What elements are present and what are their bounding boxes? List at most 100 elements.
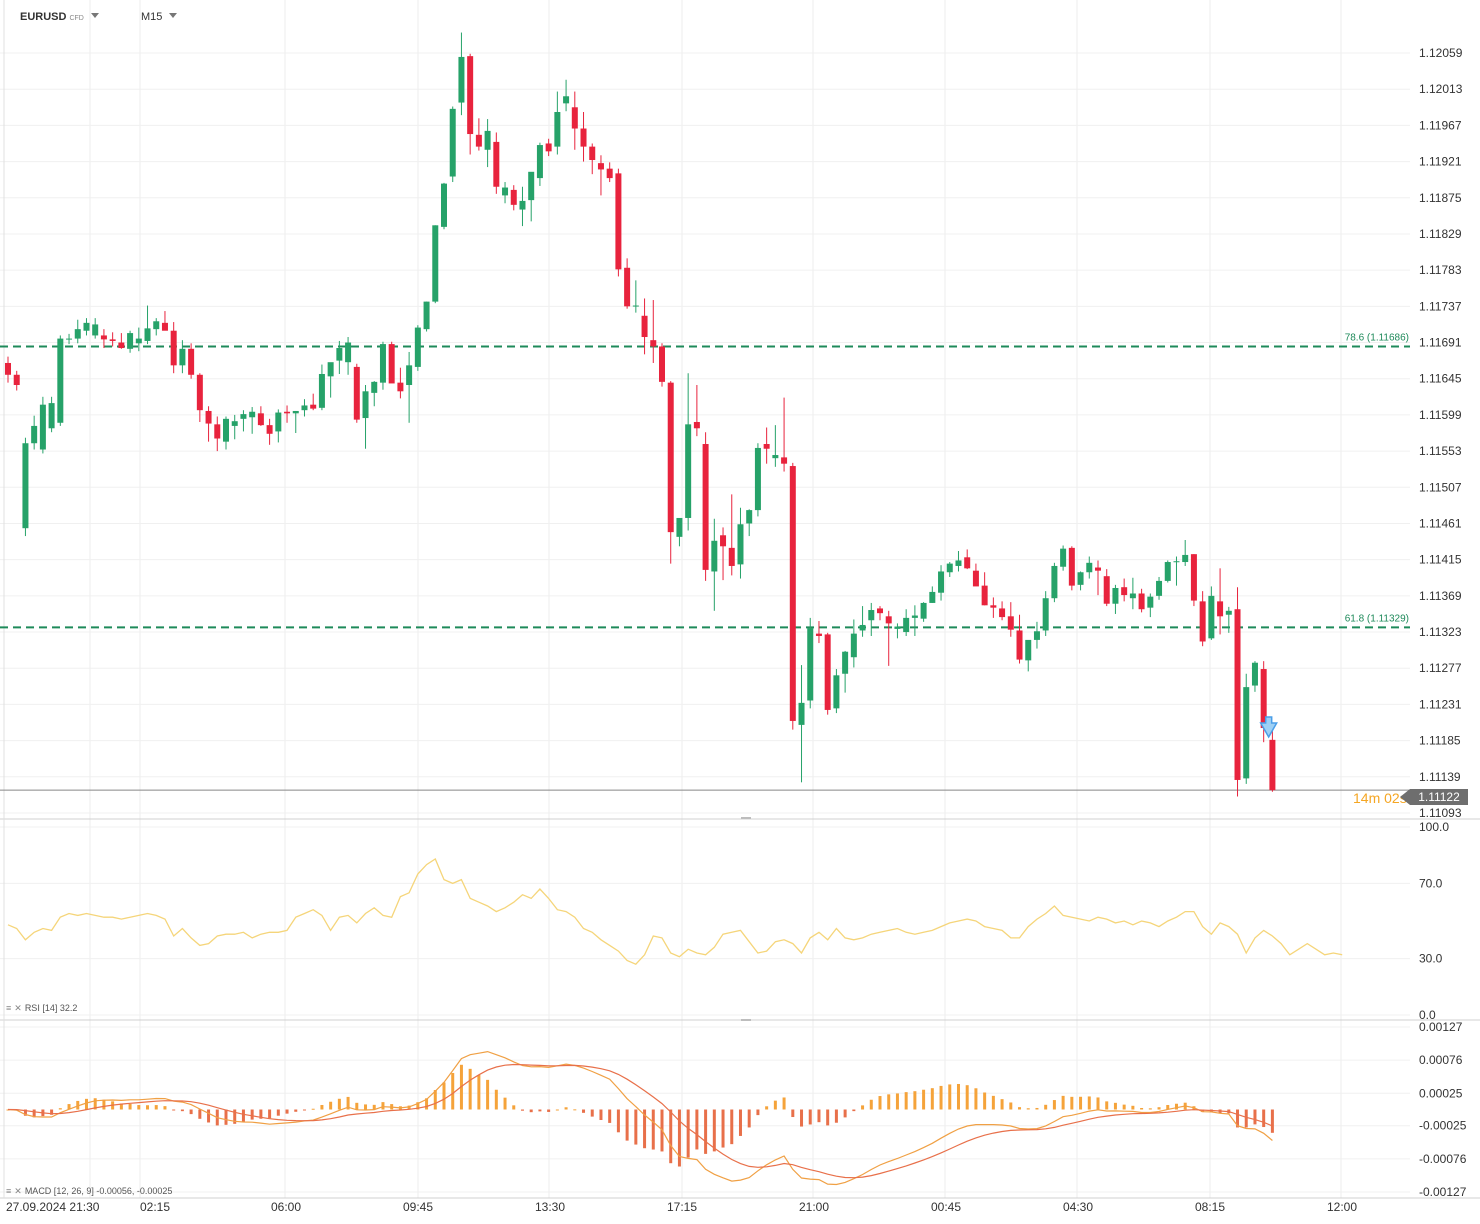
macd-histogram-bar (1001, 1099, 1004, 1109)
macd-histogram-bar (931, 1088, 934, 1109)
candle (737, 508, 743, 579)
macd-histogram-bar (364, 1104, 367, 1109)
candle-body (581, 129, 587, 147)
candle-body (458, 57, 464, 103)
candle-body (886, 616, 892, 623)
macd-histogram-bar (948, 1084, 951, 1109)
panel-resize-handle (741, 817, 751, 819)
candle (1208, 586, 1214, 639)
candle (537, 143, 543, 186)
candle-body (397, 383, 403, 392)
candle (607, 162, 613, 182)
candle-body (860, 625, 866, 631)
rsi-tick-label: 30.0 (1419, 952, 1443, 966)
macd-histogram-bar (556, 1109, 559, 1110)
candle-body (267, 425, 273, 434)
candle (781, 398, 787, 472)
macd-label: MACD [12, 26, 9] -0.00056, -0.00025 (25, 1186, 173, 1196)
candle (964, 549, 970, 569)
time-tick-label: 13:30 (535, 1200, 565, 1214)
candle (127, 331, 133, 353)
macd-histogram-bar (530, 1110, 533, 1113)
macd-histogram-bar (1158, 1107, 1161, 1109)
macd-histogram-bar (817, 1110, 820, 1123)
candle-body (633, 306, 639, 307)
candle-body (955, 560, 961, 566)
candle-body (476, 135, 482, 147)
candle-body (1130, 593, 1136, 598)
macd-histogram-bar (835, 1110, 838, 1123)
time-tick-label: 12:00 (1327, 1200, 1357, 1214)
fib-level-label: 78.6 (1.11686) (1345, 332, 1409, 343)
candle (49, 397, 55, 432)
close-icon[interactable]: ✕ (14, 1186, 22, 1196)
price-tick-label: 1.11691 (1419, 336, 1462, 350)
candle (894, 623, 900, 638)
candle (1243, 674, 1249, 784)
macd-histogram-bar (85, 1099, 88, 1110)
candle-body (345, 343, 351, 363)
candle (40, 397, 46, 454)
close-icon[interactable]: ✕ (14, 1003, 22, 1013)
candle-body (1235, 609, 1241, 780)
macd-histogram-bar (730, 1110, 733, 1145)
candle (842, 651, 848, 693)
candle-body (424, 302, 430, 330)
candle-body (258, 413, 264, 425)
candle-body (1025, 640, 1031, 660)
candle-body (1078, 572, 1084, 585)
settings-icon[interactable]: ≡ (6, 1003, 11, 1013)
candle-body (894, 627, 900, 629)
candle (528, 172, 534, 222)
price-tick-label: 1.11369 (1419, 589, 1462, 603)
candle-body (685, 424, 691, 518)
candle (1191, 554, 1197, 606)
candle-body (842, 652, 848, 674)
macd-histogram-bar (190, 1110, 193, 1115)
price-tick-label: 1.11507 (1419, 480, 1462, 494)
candle (729, 494, 735, 575)
candle-body (929, 592, 935, 603)
candle-body (162, 323, 168, 331)
candle (92, 318, 98, 338)
macd-histogram-bar (1062, 1096, 1065, 1110)
rsi-legend: ≡✕RSI [14] 32.2 (6, 1003, 77, 1014)
macd-histogram-bar (320, 1105, 323, 1110)
candle-body (947, 564, 953, 573)
candle (293, 411, 299, 433)
candle (572, 92, 578, 150)
candle (1217, 568, 1223, 634)
candle-body (432, 225, 438, 301)
candle (912, 605, 918, 636)
candle-body (293, 411, 299, 413)
settings-icon[interactable]: ≡ (6, 1186, 11, 1196)
candle (633, 280, 639, 312)
candle (1139, 589, 1145, 613)
candle-body (214, 424, 220, 438)
macd-histogram-bar (225, 1110, 228, 1125)
candle-body (31, 426, 37, 443)
macd-histogram-bar (687, 1110, 690, 1158)
macd-histogram-bar (1131, 1106, 1134, 1110)
macd-histogram-bar (748, 1110, 751, 1128)
price-tick-label: 1.11461 (1419, 516, 1462, 530)
candle-body (336, 348, 342, 361)
candle-body (589, 147, 595, 160)
candle-body (1139, 593, 1145, 609)
candle-body (206, 411, 212, 424)
candle (171, 322, 177, 373)
candle (363, 385, 369, 449)
candle (1121, 579, 1127, 602)
candle-body (441, 184, 447, 227)
candle-body (14, 375, 20, 385)
candle (328, 362, 334, 397)
candle (764, 427, 770, 463)
macd-histogram-bar (1271, 1110, 1274, 1133)
last-price-tag: 1.11122 (1410, 789, 1468, 805)
macd-histogram-bar (329, 1102, 332, 1110)
candle-body (57, 339, 63, 423)
candle (903, 609, 909, 636)
macd-histogram-bar (451, 1073, 454, 1110)
macd-histogram-bar (1088, 1096, 1091, 1109)
